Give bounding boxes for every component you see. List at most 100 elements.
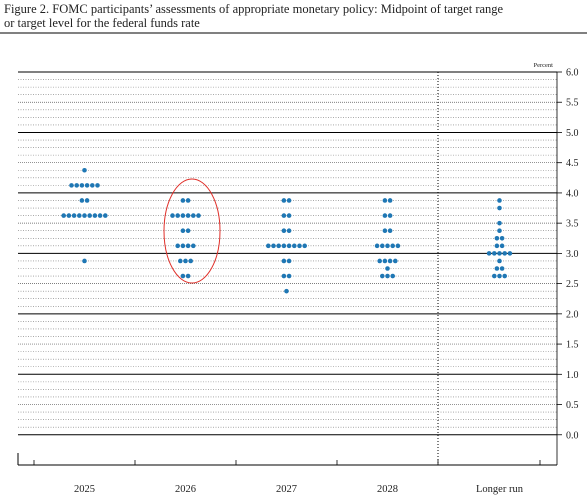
dot (507, 251, 513, 256)
x-tick-label: 2025 (74, 484, 95, 495)
annotation-circle (163, 178, 221, 284)
dot (377, 258, 383, 264)
dot (183, 258, 188, 264)
dot (286, 213, 292, 218)
dot (286, 243, 292, 249)
dot (281, 198, 287, 203)
dot (382, 228, 388, 234)
dot (302, 243, 308, 249)
dot (61, 213, 66, 218)
x-tick-label: 2028 (377, 484, 398, 495)
dot (497, 258, 502, 264)
dot (286, 198, 292, 203)
dot (175, 243, 180, 249)
dot (390, 273, 396, 279)
x-tick-label: 2027 (276, 484, 297, 495)
dot (185, 198, 191, 203)
dot (497, 220, 502, 226)
dot (387, 258, 393, 264)
dot (191, 213, 196, 218)
dot (178, 258, 183, 264)
x-tick-label: Longer run (476, 484, 524, 495)
dot (390, 243, 396, 249)
dot (497, 228, 502, 234)
y-tick-label: 1.0 (566, 370, 579, 381)
y-tick-label: 5.0 (566, 128, 579, 139)
dot (281, 273, 287, 279)
dot (385, 273, 390, 279)
dot (103, 213, 108, 218)
dot (497, 251, 502, 256)
dot (499, 266, 505, 271)
dot (90, 183, 95, 188)
dot (191, 243, 196, 249)
dot (486, 251, 492, 256)
dot (387, 198, 393, 203)
dot (395, 243, 401, 249)
dot (499, 243, 505, 249)
dot (82, 258, 87, 264)
y-tick-label: 4.0 (566, 188, 579, 199)
dot (281, 243, 287, 249)
dot (494, 266, 500, 271)
y-tick-label: 3.5 (566, 219, 579, 230)
dot (281, 213, 287, 218)
dot (95, 183, 100, 188)
dot (284, 288, 289, 294)
dot (74, 183, 79, 188)
dot (380, 273, 385, 279)
dot (292, 243, 297, 249)
dot (497, 198, 502, 203)
dot (494, 243, 500, 249)
dot (71, 213, 77, 218)
dot (175, 213, 180, 218)
dot (492, 251, 497, 256)
y-tick-label: 6.0 (566, 68, 579, 79)
y-unit: Percent (534, 62, 554, 69)
dot (82, 213, 87, 218)
dot (271, 243, 276, 249)
dot (69, 183, 74, 188)
y-tick-label: 2.0 (566, 309, 579, 320)
dot (382, 198, 388, 203)
dot (502, 251, 508, 256)
dot (79, 198, 85, 203)
dot (92, 213, 98, 218)
dot (180, 213, 186, 218)
dot (385, 266, 390, 271)
dot (374, 243, 380, 249)
dot (499, 235, 505, 241)
dot (180, 273, 186, 279)
dot (281, 258, 287, 264)
dot (393, 258, 398, 264)
y-tick-label: 0.5 (566, 400, 579, 411)
dot (286, 228, 292, 234)
dot (276, 243, 282, 249)
dot (170, 213, 175, 218)
dot (77, 213, 82, 218)
dot (84, 183, 90, 188)
dot (180, 228, 186, 234)
dot (494, 235, 500, 241)
dot (297, 243, 302, 249)
dot (502, 273, 508, 279)
dot (266, 243, 271, 249)
marks: 2025 2026 2027 2028 Longer run (61, 167, 524, 495)
dot (82, 167, 87, 173)
dot (185, 243, 191, 249)
dot (87, 213, 92, 218)
chart-title: or target level for the federal funds ra… (4, 16, 200, 30)
y-tick-label: 3.0 (566, 249, 579, 260)
grid: 0.0 0.5 1.0 1.5 2.0 2.5 3.0 3.5 4.0 4.5 5.0 5.5 6.0 (17, 68, 579, 466)
dot (185, 273, 191, 279)
dot (185, 213, 191, 218)
dot (188, 258, 193, 264)
y-tick-label: 4.5 (566, 158, 579, 169)
chart-title: Figure 2. FOMC participants’ assessments… (4, 2, 504, 16)
y-tick-label: 1.5 (566, 340, 579, 351)
dot (185, 228, 191, 234)
x-tick-label: 2026 (175, 484, 196, 495)
dot (84, 198, 90, 203)
